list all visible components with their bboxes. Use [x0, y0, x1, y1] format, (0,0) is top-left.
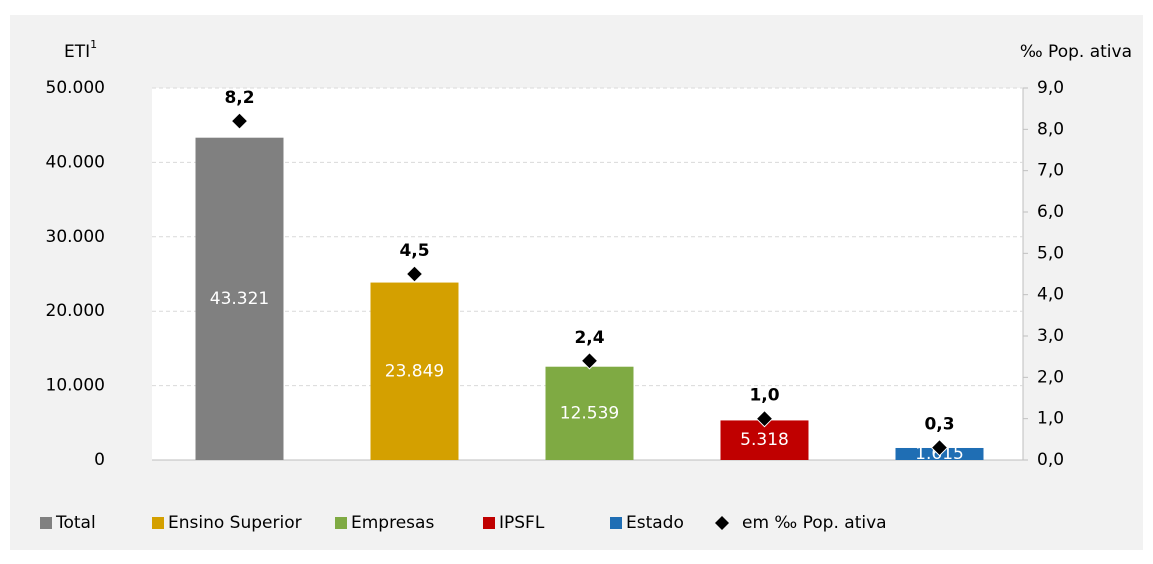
- legend-swatch: [335, 517, 347, 529]
- legend-swatch: [483, 517, 495, 529]
- y2-tick-label: 0,0: [1037, 450, 1064, 470]
- bar: [545, 366, 634, 460]
- y-tick-label: 40.000: [46, 152, 105, 172]
- marker: [930, 438, 949, 457]
- y-tick-label: 0: [94, 450, 105, 470]
- marker-value-label: 1,0: [749, 386, 779, 406]
- marker: [755, 409, 774, 428]
- legend-label: Total: [55, 513, 96, 533]
- y-tick-label: 30.000: [46, 227, 105, 247]
- legend-label: em ‰ Pop. ativa: [742, 513, 887, 533]
- legend-marker: [715, 516, 729, 530]
- bar-value-label: 43.321: [210, 289, 269, 309]
- bar: [195, 137, 284, 460]
- y-label-text: ETI: [64, 42, 90, 62]
- marker-value-label: 0,3: [924, 415, 954, 435]
- y2-axis-label: ‰ Pop. ativa: [1020, 42, 1132, 62]
- bar-value-label: 12.539: [560, 403, 619, 423]
- legend-swatch: [610, 517, 622, 529]
- y2-tick-label: 6,0: [1037, 202, 1064, 222]
- marker: [580, 352, 599, 370]
- y2-tick-label: 4,0: [1037, 285, 1064, 305]
- bar: [370, 282, 459, 460]
- marker-value-label: 4,5: [399, 241, 429, 261]
- bar-value-label: 23.849: [385, 361, 444, 381]
- y2-tick-label: 3,0: [1037, 326, 1064, 346]
- y2-tick-label: 9,0: [1037, 78, 1064, 98]
- y2-tick-label: 1,0: [1037, 409, 1064, 429]
- marker: [230, 112, 249, 130]
- y-tick-label: 50.000: [46, 78, 105, 98]
- legend-swatch: [152, 517, 164, 529]
- y2-tick-label: 5,0: [1037, 243, 1064, 263]
- legend-swatch: [40, 517, 52, 529]
- y2-tick-label: 2,0: [1037, 367, 1064, 387]
- legend-label: Estado: [626, 513, 684, 533]
- bar-value-label: 5.318: [740, 430, 789, 450]
- y-label-sup: 1: [90, 38, 97, 51]
- legend-label: Empresas: [351, 513, 434, 533]
- y-tick-label: 10.000: [46, 376, 105, 396]
- y2-tick-label: 7,0: [1037, 161, 1064, 181]
- y-tick-label: 20.000: [46, 301, 105, 321]
- y-axis-label: ETI1: [64, 38, 97, 62]
- marker: [405, 265, 424, 283]
- legend-label: Ensino Superior: [168, 513, 302, 533]
- marker-value-label: 2,4: [574, 328, 604, 348]
- marker-value-label: 8,2: [224, 88, 254, 108]
- legend-label: IPSFL: [499, 513, 545, 533]
- y2-tick-label: 8,0: [1037, 119, 1064, 139]
